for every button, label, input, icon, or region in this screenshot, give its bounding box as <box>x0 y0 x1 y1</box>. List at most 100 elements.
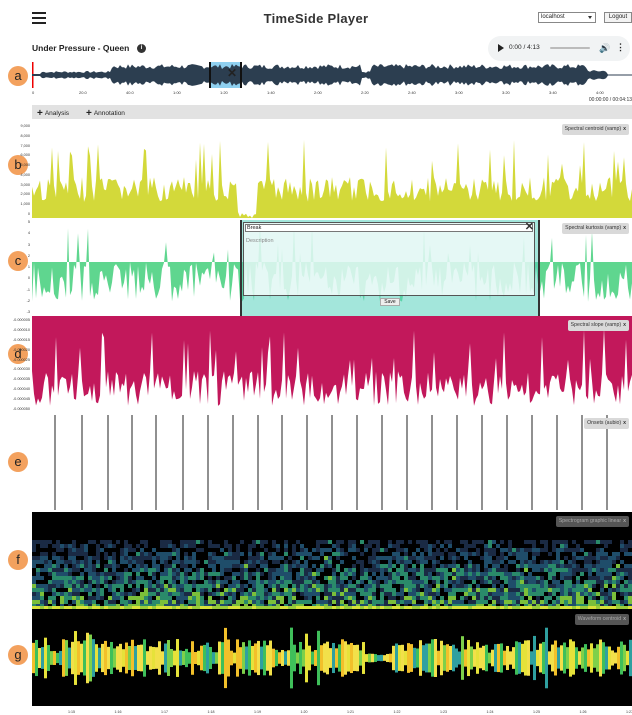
spectrogram-cell <box>76 596 80 600</box>
spectrogram-cell <box>232 560 236 564</box>
annotation-title-input[interactable]: Break <box>245 224 533 232</box>
spectrogram-cell <box>164 584 168 588</box>
spectrogram-cell <box>196 576 200 580</box>
spectrogram-cell <box>404 572 408 576</box>
spectrogram-cell <box>232 584 236 588</box>
spectrogram-cell <box>428 592 432 596</box>
annotation-save-button[interactable]: Save <box>380 298 400 306</box>
spectrogram-cell <box>580 556 584 560</box>
spectrogram-cell <box>288 592 292 596</box>
slope-close-button[interactable]: x <box>623 322 626 328</box>
spectrogram-cell <box>516 564 520 568</box>
waveform-centroid-bar <box>593 648 596 668</box>
spectrogram-cell <box>244 572 248 576</box>
waveform-centroid-close-button[interactable]: x <box>623 616 626 622</box>
spectrogram-cell <box>64 606 68 609</box>
spectrogram-cell <box>496 556 500 560</box>
onsets-close-button[interactable]: x <box>623 420 626 426</box>
spectrogram-cell <box>84 544 88 548</box>
player-progress-bar[interactable] <box>550 47 590 49</box>
spectrogram-cell <box>304 588 308 592</box>
spectrogram-cell <box>260 580 264 584</box>
waveform-centroid-bar <box>311 651 314 665</box>
menu-icon[interactable] <box>32 12 46 24</box>
spectrogram-plot[interactable] <box>32 512 632 610</box>
spectrogram-cell <box>244 568 248 572</box>
spectrogram-cell <box>128 600 132 604</box>
waveform-centroid-bar <box>44 637 47 679</box>
more-vert-icon[interactable]: ⋮ <box>616 42 625 52</box>
centroid-close-button[interactable]: x <box>623 126 626 132</box>
waveform-centroid-bar <box>413 647 416 669</box>
spectrogram-cell <box>232 564 236 568</box>
spectrogram-cell <box>628 564 632 568</box>
onsets-plot[interactable] <box>32 413 632 512</box>
spectral-slope-plot[interactable] <box>32 316 632 413</box>
waveform-centroid-bar <box>287 650 290 666</box>
spectrogram-cell <box>336 606 340 609</box>
waveform-centroid-bar <box>578 651 581 665</box>
spectrogram-cell <box>348 588 352 592</box>
y-tick: -1 <box>26 287 30 292</box>
spectrogram-cell <box>464 548 468 552</box>
overview-axis-tick: 20.0 <box>79 90 87 95</box>
spectrogram-cell <box>56 580 60 584</box>
spectrogram-cell <box>340 592 344 596</box>
spectrogram-close-button[interactable]: x <box>623 518 626 524</box>
spectrogram-cell <box>44 584 48 588</box>
waveform-centroid-bar <box>152 646 155 670</box>
waveform-centroid-bar <box>569 639 572 677</box>
spectrogram-cell <box>152 606 156 609</box>
logout-button[interactable]: Logout <box>604 12 632 23</box>
spectrogram-cell <box>448 596 452 600</box>
spectrogram-cell <box>420 560 424 564</box>
spectrogram-cell <box>300 568 304 572</box>
spectrogram-cell <box>564 572 568 576</box>
kurtosis-close-button[interactable]: x <box>623 225 626 231</box>
spectrogram-cell <box>580 584 584 588</box>
spectrogram-cell <box>608 588 612 592</box>
spectrogram-cell <box>328 584 332 588</box>
spectrogram-cell <box>108 560 112 564</box>
info-icon[interactable]: i <box>137 44 146 53</box>
spectrogram-cell <box>32 592 36 596</box>
server-select[interactable]: localhost <box>538 12 596 23</box>
selection-close-icon[interactable]: ✕ <box>227 66 238 80</box>
tab-annotation[interactable]: + Annotation <box>86 108 125 119</box>
tab-analysis[interactable]: + Analysis <box>37 108 70 119</box>
spectrogram-cell <box>240 552 244 556</box>
overview-waveform[interactable] <box>32 62 632 88</box>
waveform-centroid-bar <box>617 646 620 670</box>
play-icon[interactable] <box>498 44 504 52</box>
spectrogram-cell <box>336 556 340 560</box>
spectrogram-cell <box>216 556 220 560</box>
spectrogram-cell <box>576 544 580 548</box>
spectrogram-cell <box>504 592 508 596</box>
spectrogram-cell <box>484 552 488 556</box>
spectrogram-cell <box>76 568 80 572</box>
spectrogram-cell <box>592 606 596 609</box>
waveform-centroid-bar <box>176 639 179 677</box>
spectrogram-cell <box>492 592 496 596</box>
waveform-centroid-bar <box>326 641 329 675</box>
spectral-centroid-plot[interactable] <box>32 122 632 218</box>
annotation-description-input[interactable]: Description <box>246 238 274 244</box>
spectrogram-cell <box>208 592 212 596</box>
spectrogram-cell <box>540 588 544 592</box>
spectrogram-cell <box>48 572 52 576</box>
overview-axis-tick: 1:40 <box>267 90 275 95</box>
spectrogram-cell <box>352 596 356 600</box>
annotation-close-icon[interactable]: ✕ <box>524 221 534 233</box>
spectrogram-cell <box>184 572 188 576</box>
waveform-centroid-bar <box>50 651 53 665</box>
spectrogram-cell <box>356 584 360 588</box>
spectrogram-cell <box>312 606 316 609</box>
spectrogram-cell <box>40 556 44 560</box>
spectrogram-cell <box>256 560 260 564</box>
spectrogram-cell <box>116 540 120 544</box>
spectrogram-cell <box>544 548 548 552</box>
spectrogram-cell <box>488 568 492 572</box>
spectrogram-cell <box>492 548 496 552</box>
waveform-centroid-plot[interactable] <box>32 610 632 706</box>
volume-icon[interactable]: 🔊 <box>599 43 611 53</box>
